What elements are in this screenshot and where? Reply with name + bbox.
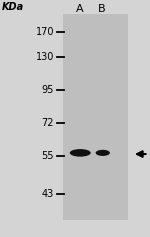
Text: 55: 55 <box>42 151 54 161</box>
Text: B: B <box>98 5 106 14</box>
Text: 170: 170 <box>36 27 54 37</box>
Ellipse shape <box>70 149 91 157</box>
Text: KDa: KDa <box>2 2 24 12</box>
Ellipse shape <box>96 150 110 156</box>
Text: 72: 72 <box>42 118 54 128</box>
Text: A: A <box>76 5 83 14</box>
Text: 95: 95 <box>42 85 54 95</box>
Bar <box>63 14 128 220</box>
Text: 130: 130 <box>36 52 54 62</box>
Text: 43: 43 <box>42 189 54 199</box>
